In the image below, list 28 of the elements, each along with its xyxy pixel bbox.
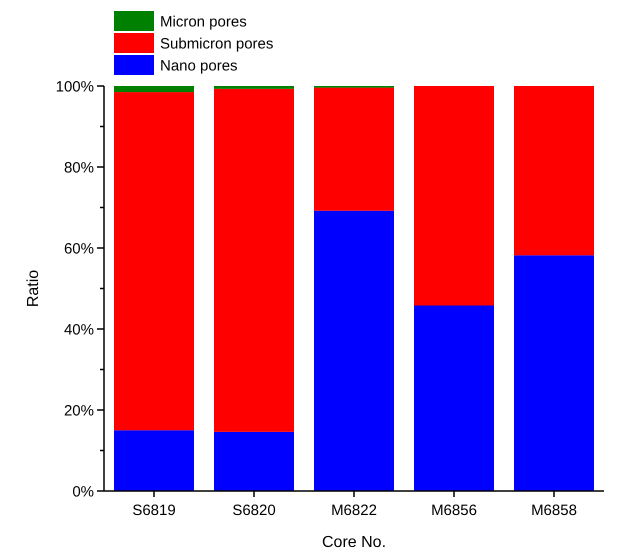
- bar: [514, 255, 594, 491]
- legend-label: Nano pores: [160, 57, 238, 74]
- y-tick-label: 0%: [72, 483, 94, 500]
- bar: [414, 306, 494, 491]
- legend-label: Micron pores: [160, 13, 247, 30]
- legend-label: Submicron pores: [160, 35, 274, 52]
- bar: [514, 86, 594, 256]
- y-tick-label: 40%: [64, 321, 94, 338]
- y-tick-label: 100%: [56, 78, 94, 96]
- y-axis-title: Ratio: [25, 270, 42, 308]
- x-tick-label: S6819: [132, 502, 176, 519]
- bar: [114, 86, 194, 92]
- y-tick-label: 80%: [64, 159, 94, 176]
- bar: [114, 430, 194, 491]
- bar: [414, 86, 494, 306]
- bar: [214, 88, 294, 432]
- bar: [114, 92, 194, 430]
- bar: [214, 86, 294, 89]
- bar: [314, 210, 394, 491]
- x-tick-label: M6856: [431, 502, 477, 519]
- x-tick-label: M6822: [331, 502, 377, 519]
- x-axis-title: Core No.: [322, 534, 386, 551]
- bar: [314, 88, 394, 211]
- x-tick-label: M6858: [531, 502, 577, 519]
- x-tick-label: S6820: [232, 502, 276, 519]
- y-tick-label: 20%: [64, 402, 94, 420]
- y-tick-label: 60%: [64, 240, 94, 258]
- bar: [214, 432, 294, 491]
